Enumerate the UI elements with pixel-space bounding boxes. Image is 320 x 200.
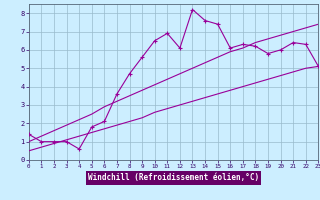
X-axis label: Windchill (Refroidissement éolien,°C): Windchill (Refroidissement éolien,°C)	[88, 173, 259, 182]
